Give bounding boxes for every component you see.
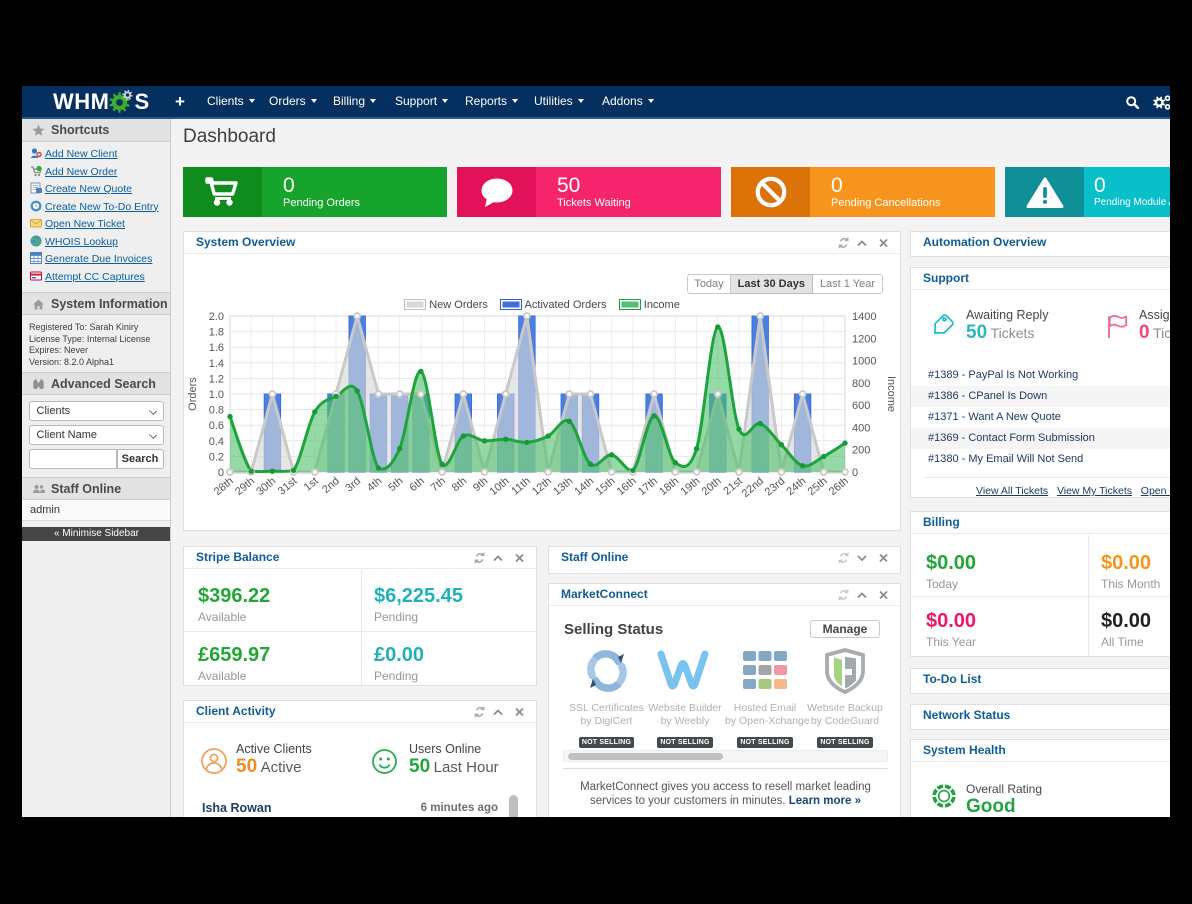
svg-text:13th: 13th [551,475,575,498]
svg-text:1.6: 1.6 [209,342,224,354]
svg-text:16th: 16th [615,475,639,498]
svg-text:1400: 1400 [852,311,876,323]
svg-text:0.4: 0.4 [209,436,224,448]
svg-text:24th: 24th [784,475,808,498]
svg-text:600: 600 [852,400,870,412]
svg-text:800: 800 [852,378,870,390]
svg-text:14th: 14th [572,475,596,498]
svg-text:3rd: 3rd [343,475,363,494]
svg-text:30th: 30th [254,475,278,498]
svg-text:7th: 7th [429,475,448,494]
svg-text:2.0: 2.0 [209,311,224,323]
svg-text:6th: 6th [407,475,426,494]
svg-text:29th: 29th [233,475,257,498]
svg-text:400: 400 [852,422,870,434]
svg-text:1.0: 1.0 [209,389,224,401]
svg-text:5th: 5th [386,475,405,494]
svg-text:31st: 31st [276,475,300,498]
svg-text:19th: 19th [678,475,702,498]
svg-text:17th: 17th [636,475,660,498]
svg-text:25th: 25th [806,475,830,498]
svg-text:10th: 10th [488,475,512,498]
svg-text:1200: 1200 [852,333,876,345]
svg-text:11th: 11th [509,475,532,497]
svg-text:0.2: 0.2 [209,451,224,463]
svg-text:Income: Income [885,376,897,412]
svg-text:200: 200 [852,445,870,457]
svg-text:23rd: 23rd [763,475,788,498]
svg-text:26th: 26th [827,475,851,498]
svg-text:Orders: Orders [187,377,199,411]
svg-text:2nd: 2nd [320,475,342,496]
svg-text:18th: 18th [657,475,681,498]
svg-text:1.4: 1.4 [209,358,224,370]
svg-text:20th: 20th [700,475,724,498]
svg-text:28th: 28th [212,475,236,498]
svg-text:1.2: 1.2 [209,373,224,385]
svg-text:0: 0 [218,467,224,479]
svg-text:0.8: 0.8 [209,405,224,417]
svg-text:22nd: 22nd [740,475,766,500]
svg-text:0: 0 [852,467,858,479]
svg-text:12th: 12th [530,475,554,498]
svg-text:1.8: 1.8 [209,327,224,339]
svg-text:15th: 15th [594,475,618,498]
svg-text:1000: 1000 [852,356,876,368]
svg-text:1st: 1st [302,475,321,494]
svg-text:9th: 9th [471,475,490,494]
svg-text:8th: 8th [450,475,469,494]
svg-text:4th: 4th [365,475,384,494]
svg-text:0.6: 0.6 [209,420,224,432]
